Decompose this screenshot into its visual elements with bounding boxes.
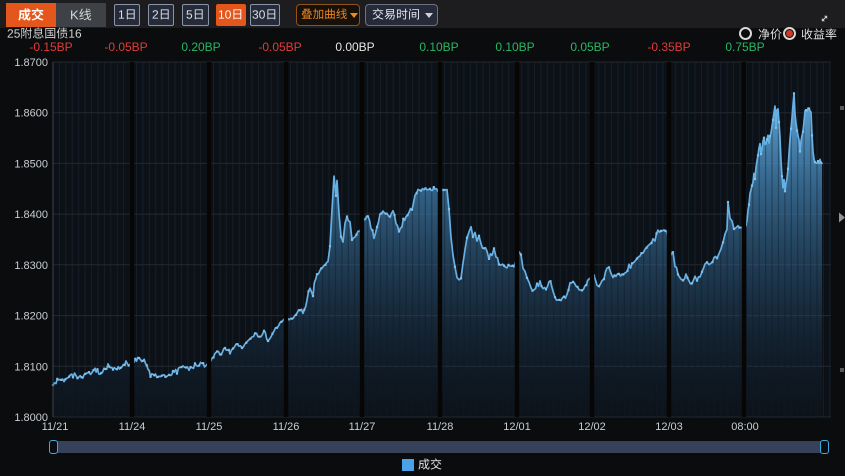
svg-text:08:00: 08:00	[731, 421, 759, 433]
svg-text:1.8000: 1.8000	[14, 412, 48, 424]
svg-text:12/01: 12/01	[503, 421, 531, 433]
svg-text:1.8500: 1.8500	[14, 158, 48, 170]
svg-text:12/02: 12/02	[578, 421, 606, 433]
svg-text:11/25: 11/25	[196, 421, 223, 433]
svg-text:11/21: 11/21	[42, 421, 69, 433]
svg-text:1.8400: 1.8400	[14, 209, 48, 221]
svg-text:11/28: 11/28	[427, 421, 454, 433]
svg-text:1.8300: 1.8300	[14, 260, 48, 272]
svg-text:1.8700: 1.8700	[14, 57, 48, 69]
svg-text:1.8200: 1.8200	[14, 311, 48, 323]
svg-text:1.8100: 1.8100	[14, 361, 48, 373]
svg-text:11/26: 11/26	[273, 421, 300, 433]
svg-text:1.8600: 1.8600	[14, 108, 48, 120]
svg-text:12/03: 12/03	[655, 421, 683, 433]
svg-text:11/24: 11/24	[119, 421, 146, 433]
svg-text:11/27: 11/27	[349, 421, 376, 433]
